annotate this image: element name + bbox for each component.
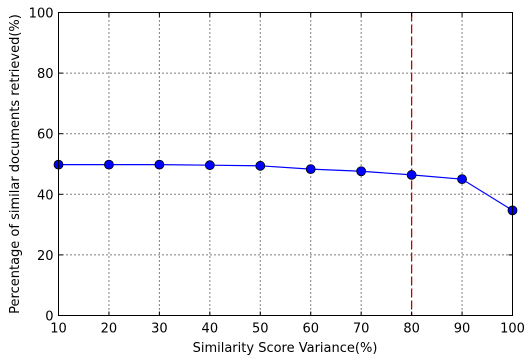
y-tick-label: 20 — [37, 249, 54, 264]
y-tick-label: 100 — [29, 7, 54, 22]
data-point — [406, 170, 417, 180]
x-tick-labels: 10 20 30 40 50 60 70 80 90 100 — [50, 322, 525, 337]
plot-frame — [58, 12, 513, 316]
y-tick-label: 60 — [37, 128, 54, 143]
y-tick-label: 80 — [37, 67, 54, 82]
data-point — [305, 164, 316, 175]
y-tick-label: 0 — [45, 310, 53, 325]
data-point — [104, 159, 114, 170]
data-point — [204, 160, 215, 171]
grid — [58, 12, 513, 316]
x-tick-label: 30 — [151, 322, 168, 337]
x-tick-label: 60 — [302, 322, 319, 337]
series-line — [58, 164, 513, 211]
x-tick-label: 70 — [353, 322, 370, 337]
x-tick-label: 40 — [202, 322, 219, 337]
series-group — [53, 159, 518, 216]
x-tick-label: 100 — [500, 322, 525, 337]
ticks — [58, 12, 513, 316]
data-point — [457, 174, 467, 185]
x-tick-label: 50 — [252, 322, 269, 337]
x-tick-label: 20 — [101, 322, 118, 337]
y-tick-labels: 0 20 40 60 80 100 — [29, 7, 54, 325]
data-point — [255, 160, 266, 171]
y-tick-label: 40 — [37, 188, 54, 203]
y-axis-label: Percentage of similar documents retrieve… — [8, 14, 23, 314]
x-tick-label: 80 — [403, 322, 420, 337]
x-tick-label: 90 — [454, 322, 471, 337]
x-axis-label: Similarity Score Variance(%) — [193, 341, 378, 356]
data-point — [356, 166, 367, 177]
x-tick-label: 10 — [50, 322, 67, 337]
data-point — [154, 159, 165, 170]
